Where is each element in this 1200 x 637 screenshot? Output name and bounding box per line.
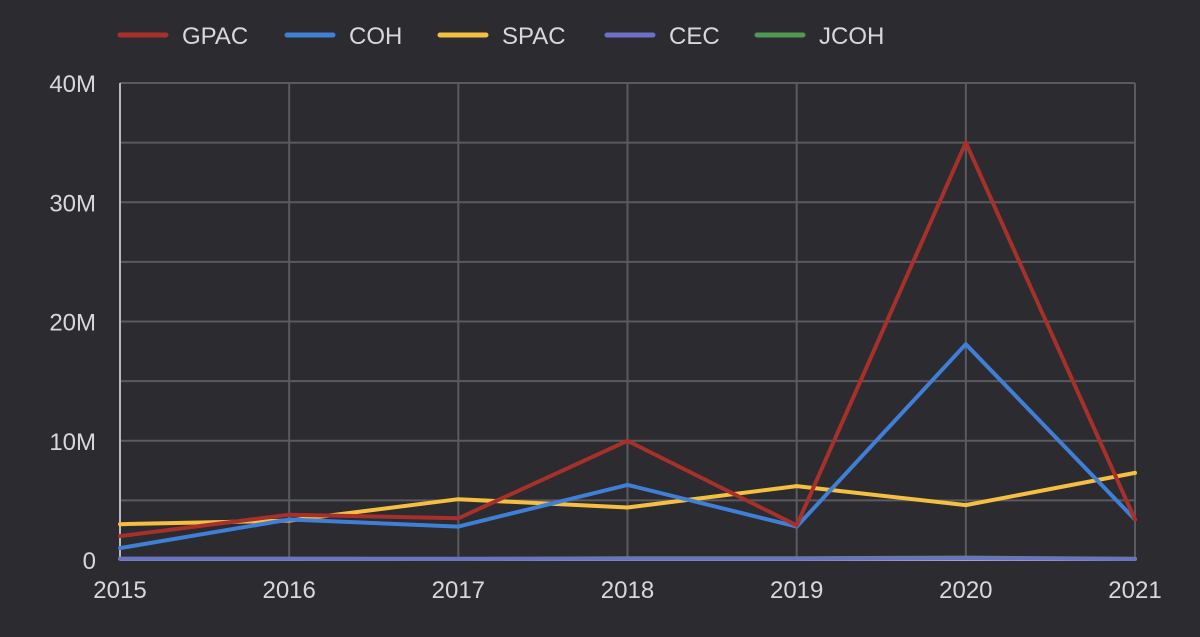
series-line-gpac xyxy=(118,140,1137,539)
x-tick-label: 2020 xyxy=(939,577,992,604)
x-tick-label: 2021 xyxy=(1108,577,1161,604)
x-tick-label: 2018 xyxy=(601,577,654,604)
y-tick-label: 10M xyxy=(49,429,96,456)
y-tick-label: 30M xyxy=(49,190,96,217)
series-lines xyxy=(118,140,1137,561)
x-tick-label: 2015 xyxy=(93,577,146,604)
legend-item-cec: CEC xyxy=(604,23,720,50)
legend-item-coh: COH xyxy=(284,23,402,50)
y-tick-label: 0 xyxy=(83,548,96,575)
y-tick-label: 40M xyxy=(49,71,96,98)
x-tick-label: 2017 xyxy=(432,577,485,604)
legend-item-spac: SPAC xyxy=(437,23,566,50)
legend-item-gpac: GPAC xyxy=(117,23,248,50)
legend-label: COH xyxy=(349,23,402,50)
legend-label: GPAC xyxy=(182,23,248,50)
legend-item-jcoh: JCOH xyxy=(754,23,884,50)
y-tick-label: 20M xyxy=(49,310,96,337)
legend: GPAC COH SPAC CEC JCOH xyxy=(117,23,884,50)
legend-label: SPAC xyxy=(502,23,566,50)
series-line-coh xyxy=(118,342,1137,551)
tick-labels: 0 10M 20M 30M 40M 2015 2016 2017 2018 2019 2020 202… xyxy=(49,71,1161,604)
x-tick-label: 2016 xyxy=(262,577,315,604)
legend-label: JCOH xyxy=(819,23,884,50)
gridlines xyxy=(120,82,1136,560)
x-tick-label: 2019 xyxy=(770,577,823,604)
legend-label: CEC xyxy=(669,23,720,50)
series-line-cec xyxy=(118,556,1137,561)
